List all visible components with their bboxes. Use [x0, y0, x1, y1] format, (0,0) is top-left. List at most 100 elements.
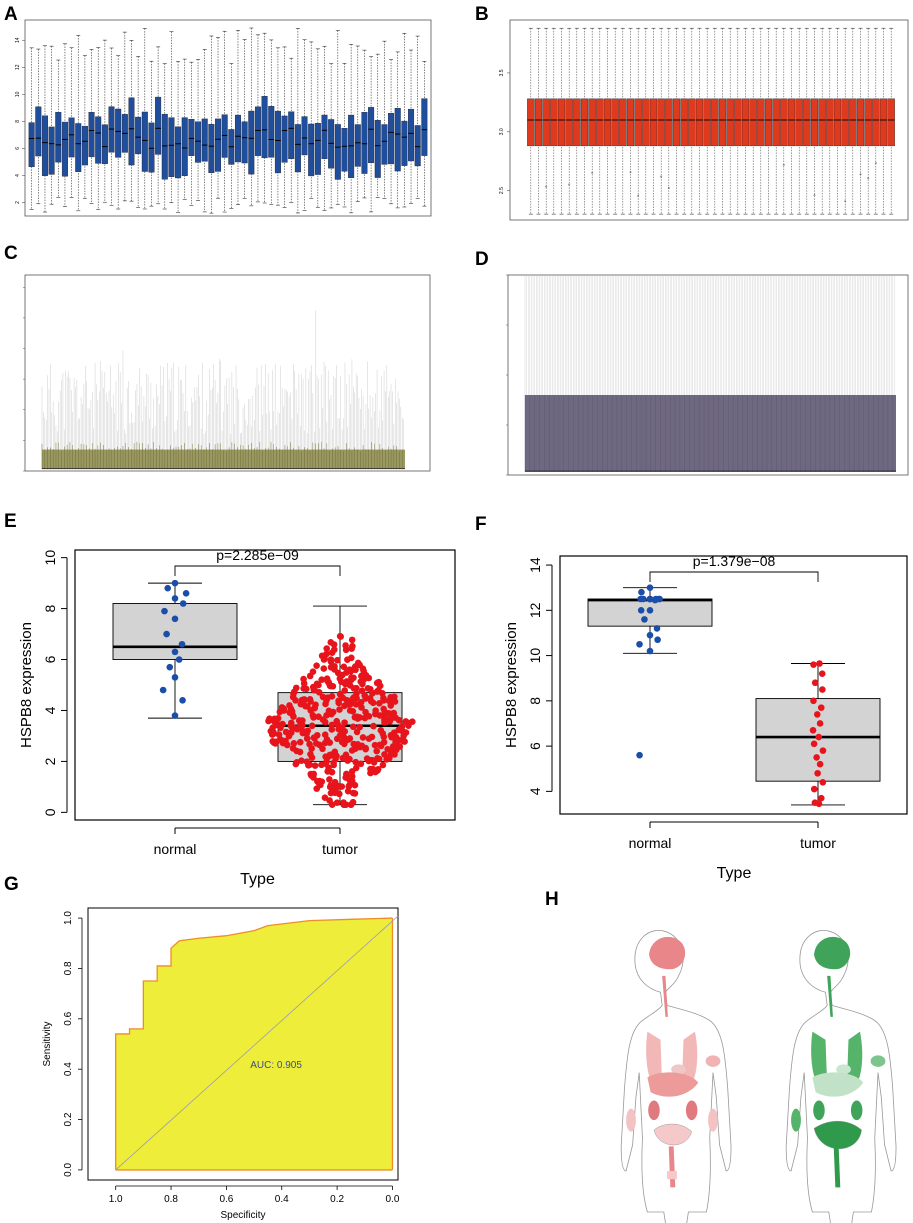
- y-tick-label: 14: [527, 557, 543, 573]
- box: [135, 116, 142, 155]
- data-point: [338, 671, 346, 679]
- data-point: [336, 706, 343, 713]
- y-tick-label: 0.8: [63, 961, 74, 975]
- panel-b-boxplot: 2.5 3.0 3.5: [499, 19, 909, 221]
- data-point: [307, 770, 315, 778]
- data-point: [640, 595, 647, 603]
- data-point: [819, 686, 826, 693]
- data-point: [330, 788, 337, 795]
- data-point: [349, 642, 356, 650]
- data-point: [287, 719, 295, 727]
- box: [374, 120, 381, 178]
- box: [757, 98, 765, 147]
- data-point: [349, 723, 357, 731]
- data-point: [330, 646, 338, 653]
- box: [101, 124, 108, 165]
- box: [128, 97, 135, 166]
- x-tick-label: normal: [629, 835, 672, 851]
- data-point: [179, 696, 186, 704]
- y-tick-label: 0.2: [63, 1112, 74, 1126]
- data-point: [296, 738, 304, 746]
- data-point: [159, 686, 167, 694]
- data-point: [817, 794, 825, 802]
- y-tick-label: 12: [15, 64, 21, 70]
- data-point: [166, 663, 174, 671]
- box: [565, 98, 573, 147]
- data-point: [343, 678, 351, 685]
- box: [611, 98, 619, 147]
- data-point: [328, 726, 336, 733]
- data-point: [810, 740, 818, 748]
- y-tick-label: 12: [527, 602, 543, 618]
- box: [550, 98, 558, 147]
- data-point: [637, 607, 645, 614]
- box: [649, 98, 658, 147]
- box: [41, 115, 48, 176]
- data-point: [817, 704, 825, 711]
- data-point: [646, 607, 654, 614]
- data-point: [321, 739, 329, 747]
- data-point: [348, 768, 356, 775]
- data-point: [393, 741, 401, 749]
- data-point: [352, 701, 360, 708]
- data-point: [337, 691, 344, 698]
- box: [288, 111, 295, 160]
- data-point: [277, 724, 284, 732]
- significance-bracket: [174, 565, 341, 576]
- y-tick-label: 2.5: [499, 187, 505, 194]
- y-tick-label: 2: [42, 757, 58, 765]
- data-point: [302, 702, 309, 710]
- data-point: [289, 724, 296, 732]
- data-point: [271, 715, 278, 723]
- data-point: [809, 726, 817, 734]
- data-point: [349, 798, 357, 806]
- box: [764, 98, 773, 147]
- panel-label-d: D: [475, 249, 489, 270]
- data-point: [325, 707, 333, 715]
- p-value-annotation: p=2.285e−09: [216, 547, 299, 563]
- data-point: [409, 718, 416, 726]
- box: [35, 106, 42, 157]
- box: [626, 98, 635, 147]
- box: [665, 98, 673, 147]
- data-point: [171, 595, 179, 602]
- panel-a-boxplot: 2 4 6 8 10 12 14: [15, 19, 432, 217]
- data-point: [397, 726, 405, 734]
- box: [141, 111, 148, 172]
- data-point: [171, 648, 179, 656]
- data-point: [353, 728, 361, 736]
- box: [161, 113, 168, 180]
- plot-frame: [74, 549, 456, 821]
- data-point: [327, 658, 335, 665]
- data-point: [367, 756, 375, 764]
- data-point: [387, 693, 395, 701]
- box: [525, 395, 896, 472]
- data-point: [321, 718, 329, 726]
- box: [234, 114, 241, 163]
- panel-d-boxplot: [506, 274, 909, 476]
- data-point: [311, 704, 318, 712]
- data-point: [376, 682, 384, 690]
- panel-c-boxplot: [23, 274, 431, 472]
- box: [61, 121, 68, 177]
- y-tick-label: 4: [42, 706, 58, 714]
- data-point: [367, 765, 374, 773]
- y-axis-label: HSPB8 expression: [503, 622, 520, 748]
- data-point: [343, 771, 350, 778]
- panel-g-roc-curve: 1.0 0.8 0.6 0.4 0.2 0.0 Specificity 0.0 0.2 0.4 0.…: [42, 907, 400, 1221]
- box: [314, 123, 321, 175]
- outlier-point: [782, 163, 785, 166]
- box: [787, 98, 796, 147]
- box: [741, 98, 750, 147]
- data-point: [283, 741, 291, 749]
- y-tick-label: 1.0: [63, 911, 74, 925]
- panel-label-g: G: [4, 874, 19, 895]
- data-point: [308, 722, 316, 730]
- data-point: [351, 781, 359, 789]
- data-point: [384, 755, 391, 762]
- box: [588, 98, 596, 147]
- panel-e-expression-plot: 0 2 4 6 8 10 HSPB8 expression normal tumor Type p=…: [18, 547, 456, 888]
- data-point: [349, 789, 357, 797]
- box: [281, 115, 288, 163]
- box: [328, 119, 335, 169]
